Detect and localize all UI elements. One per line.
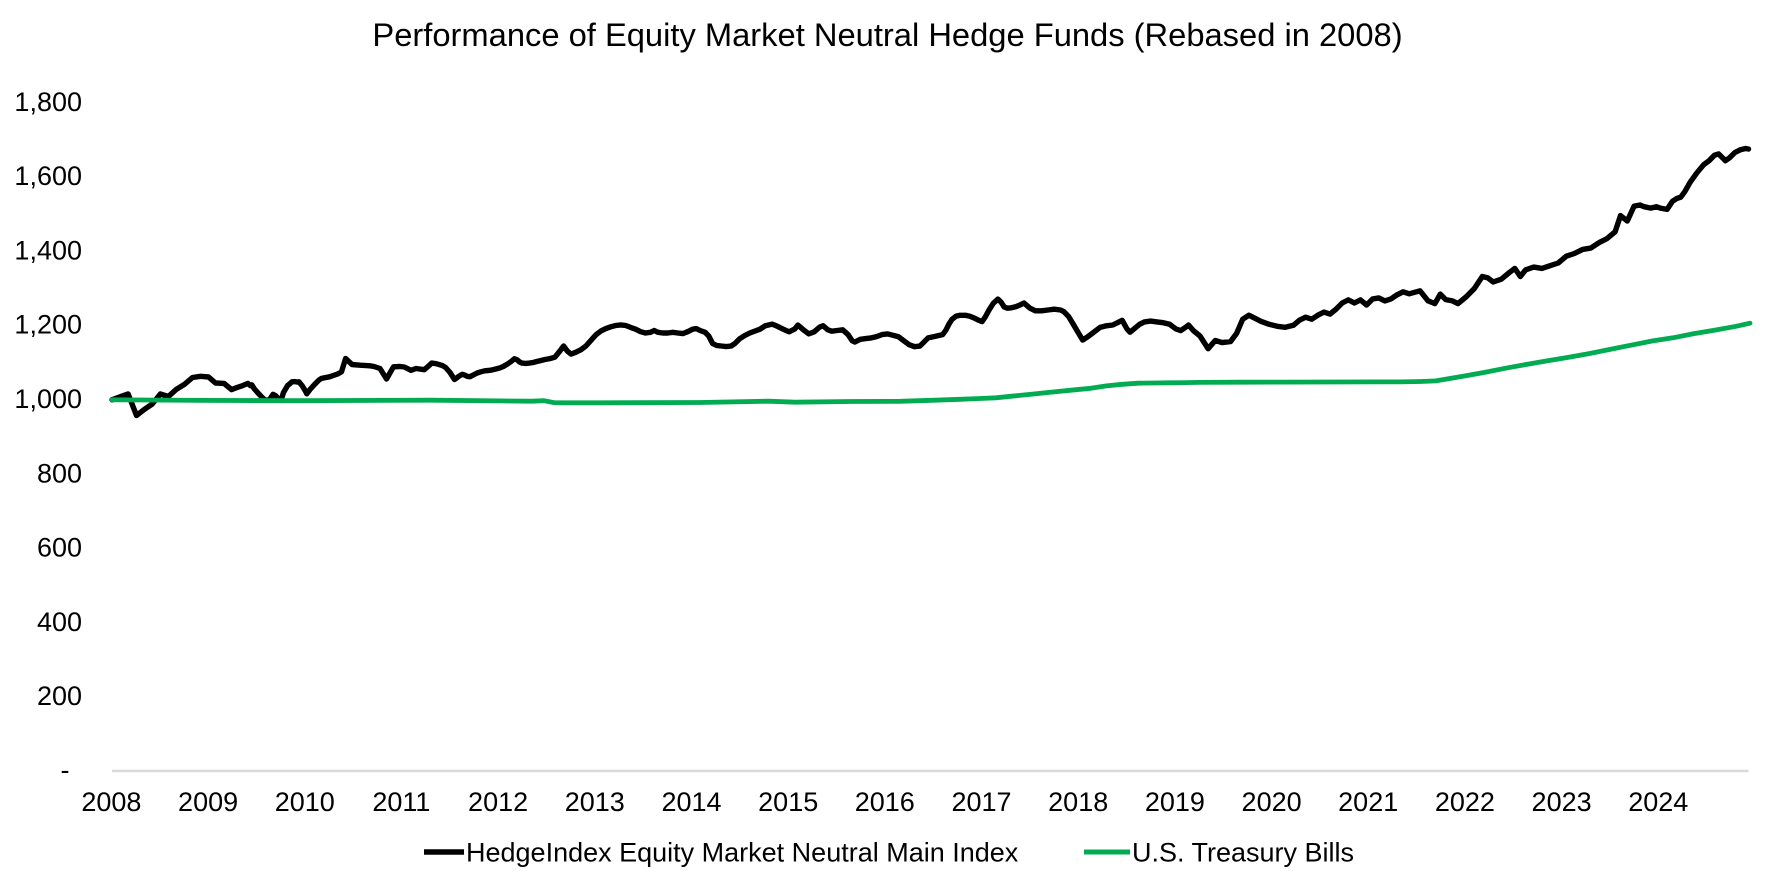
svg-text:1,200: 1,200 bbox=[14, 310, 82, 340]
svg-text:2010: 2010 bbox=[275, 787, 335, 817]
svg-text:2016: 2016 bbox=[855, 787, 915, 817]
svg-text:2024: 2024 bbox=[1628, 787, 1688, 817]
svg-text:-: - bbox=[61, 755, 70, 785]
svg-text:200: 200 bbox=[37, 681, 82, 711]
svg-text:1,600: 1,600 bbox=[14, 161, 82, 191]
svg-text:2022: 2022 bbox=[1435, 787, 1495, 817]
svg-text:2019: 2019 bbox=[1145, 787, 1205, 817]
svg-text:2014: 2014 bbox=[661, 787, 721, 817]
svg-text:2011: 2011 bbox=[372, 787, 430, 817]
svg-text:U.S. Treasury Bills: U.S. Treasury Bills bbox=[1132, 838, 1354, 868]
svg-text:1,800: 1,800 bbox=[14, 87, 82, 117]
svg-text:800: 800 bbox=[37, 458, 82, 488]
svg-text:2009: 2009 bbox=[178, 787, 238, 817]
svg-text:Performance of Equity Market N: Performance of Equity Market Neutral Hed… bbox=[372, 16, 1402, 53]
svg-text:2008: 2008 bbox=[81, 787, 141, 817]
svg-text:HedgeIndex Equity Market Neutr: HedgeIndex Equity Market Neutral Main In… bbox=[466, 838, 1019, 868]
svg-text:400: 400 bbox=[37, 607, 82, 637]
svg-text:600: 600 bbox=[37, 533, 82, 563]
svg-text:2012: 2012 bbox=[468, 787, 528, 817]
svg-text:2021: 2021 bbox=[1338, 787, 1398, 817]
svg-text:2015: 2015 bbox=[758, 787, 818, 817]
svg-text:2017: 2017 bbox=[951, 787, 1011, 817]
svg-text:2020: 2020 bbox=[1242, 787, 1302, 817]
svg-text:1,400: 1,400 bbox=[14, 236, 82, 266]
svg-text:2013: 2013 bbox=[565, 787, 625, 817]
svg-text:1,000: 1,000 bbox=[14, 384, 82, 414]
svg-text:2018: 2018 bbox=[1048, 787, 1108, 817]
svg-text:2023: 2023 bbox=[1532, 787, 1592, 817]
